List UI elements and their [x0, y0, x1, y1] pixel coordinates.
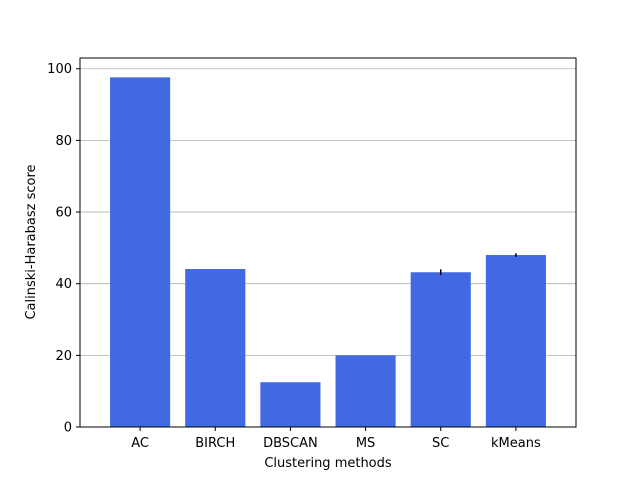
y-axis-label: Calinski-Harabasz score	[24, 164, 39, 319]
y-tick-label: 20	[55, 349, 72, 364]
x-tick-label: DBSCAN	[263, 436, 318, 451]
bar-dbscan	[260, 382, 321, 427]
y-tick-label: 80	[55, 134, 72, 149]
y-tick-label: 60	[55, 206, 72, 221]
bars-layer	[110, 77, 546, 427]
x-tick-label: SC	[432, 436, 449, 451]
error-bars-layer	[439, 253, 517, 276]
x-axis: AC BIRCH DBSCAN MS SC kMeans	[131, 427, 541, 451]
y-tick-label: 100	[47, 62, 72, 77]
y-axis: 0 20 40 60 80 100	[47, 62, 80, 436]
x-axis-label: Clustering methods	[264, 456, 392, 471]
y-tick-label: 0	[64, 421, 72, 436]
x-tick-label: kMeans	[491, 436, 541, 451]
bar-birch	[185, 269, 246, 427]
x-tick-label: BIRCH	[195, 436, 235, 451]
x-tick-label: MS	[356, 436, 375, 451]
y-tick-label: 40	[55, 277, 72, 292]
bar-ac	[110, 77, 171, 427]
bar-ms	[335, 355, 396, 427]
plot-frame	[79, 57, 577, 428]
bar-sc	[410, 272, 471, 427]
x-tick-label: AC	[131, 436, 149, 451]
bar-kmeans	[485, 255, 546, 427]
